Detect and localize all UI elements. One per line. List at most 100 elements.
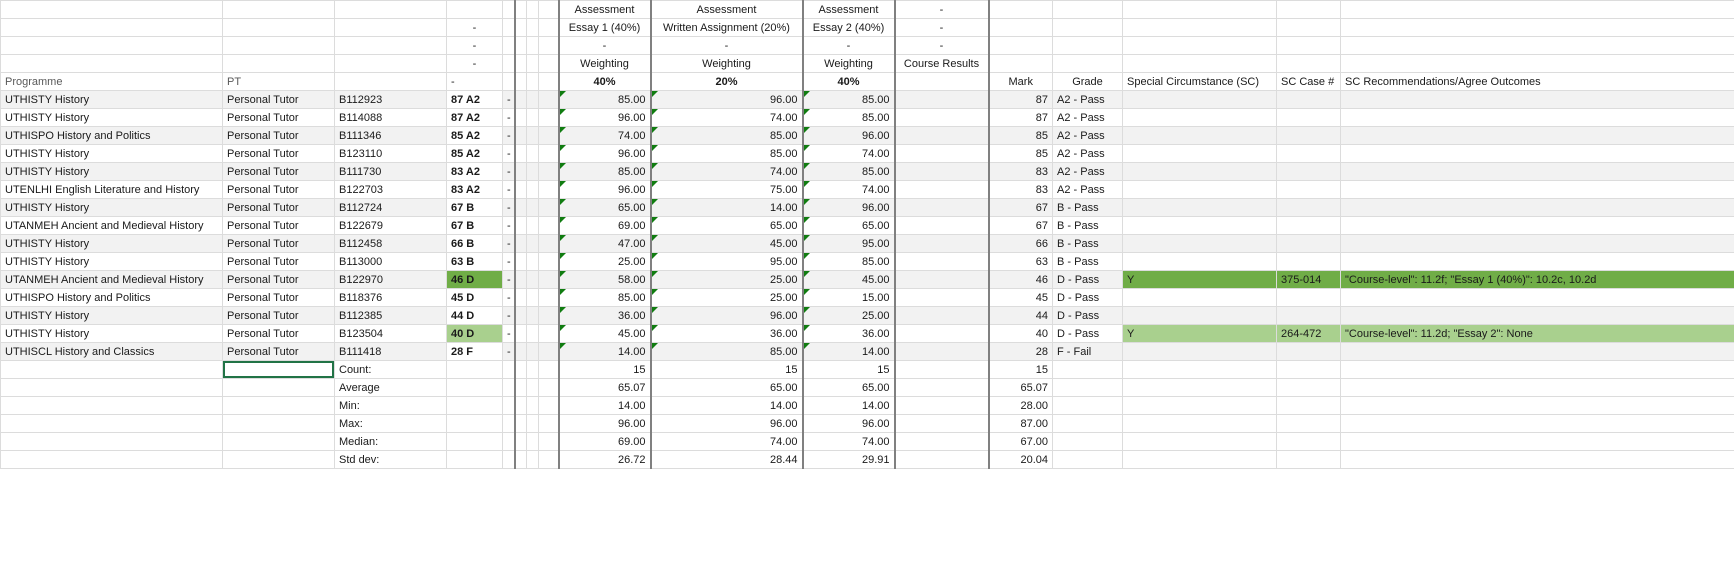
dash-cell[interactable]: - bbox=[503, 307, 515, 325]
sc-case-cell[interactable] bbox=[1277, 253, 1341, 271]
programme-cell[interactable]: UTHISTY History bbox=[1, 199, 223, 217]
cell[interactable] bbox=[1053, 37, 1123, 55]
sc-cell[interactable] bbox=[1123, 343, 1277, 361]
course-grade-cell[interactable]: A2 - Pass bbox=[1053, 109, 1123, 127]
stats-mark[interactable]: 15 bbox=[989, 361, 1053, 379]
cell[interactable] bbox=[1341, 19, 1734, 37]
programme-cell[interactable]: UTANMEH Ancient and Medieval History bbox=[1, 271, 223, 289]
sc-cell[interactable] bbox=[1123, 145, 1277, 163]
course-grade-cell[interactable]: F - Fail bbox=[1053, 343, 1123, 361]
course-grade-cell[interactable]: A2 - Pass bbox=[1053, 91, 1123, 109]
cell[interactable] bbox=[527, 451, 539, 469]
course-results-header[interactable]: - bbox=[895, 37, 989, 55]
cell[interactable] bbox=[515, 271, 527, 289]
pt-cell[interactable]: Personal Tutor bbox=[223, 325, 335, 343]
cell[interactable] bbox=[539, 397, 559, 415]
course-grade-cell[interactable]: A2 - Pass bbox=[1053, 127, 1123, 145]
cell[interactable] bbox=[447, 1, 503, 19]
overall-mark-cell[interactable]: 28 F bbox=[447, 343, 503, 361]
cell[interactable] bbox=[503, 361, 515, 379]
cell[interactable] bbox=[223, 37, 335, 55]
assessment-3-cell[interactable]: 96.00 bbox=[803, 199, 895, 217]
course-mark-cell[interactable]: 28 bbox=[989, 343, 1053, 361]
cell[interactable] bbox=[539, 379, 559, 397]
programme-cell[interactable]: UTHISTY History bbox=[1, 163, 223, 181]
cell[interactable] bbox=[223, 433, 335, 451]
cell[interactable] bbox=[503, 37, 515, 55]
cell[interactable] bbox=[1277, 19, 1341, 37]
cell[interactable] bbox=[1053, 19, 1123, 37]
cell[interactable] bbox=[895, 145, 989, 163]
dash-cell[interactable]: - bbox=[503, 343, 515, 361]
sc-rec-cell[interactable] bbox=[1341, 127, 1734, 145]
programme-cell[interactable]: UTHISTY History bbox=[1, 145, 223, 163]
cell[interactable] bbox=[1, 397, 223, 415]
assessment-1-cell[interactable]: 96.00 bbox=[559, 109, 651, 127]
course-mark-cell[interactable]: 45 bbox=[989, 289, 1053, 307]
course-mark-cell[interactable]: 87 bbox=[989, 109, 1053, 127]
stats-mark[interactable]: 20.04 bbox=[989, 451, 1053, 469]
dash-cell[interactable]: - bbox=[503, 163, 515, 181]
cell[interactable] bbox=[1341, 451, 1734, 469]
pt-cell[interactable]: Personal Tutor bbox=[223, 181, 335, 199]
cell[interactable] bbox=[1277, 397, 1341, 415]
cell[interactable] bbox=[989, 1, 1053, 19]
cell[interactable] bbox=[989, 55, 1053, 73]
sc-cell[interactable]: Y bbox=[1123, 271, 1277, 289]
overall-mark-cell[interactable]: 40 D bbox=[447, 325, 503, 343]
cell[interactable] bbox=[447, 397, 503, 415]
cell[interactable] bbox=[503, 55, 515, 73]
cell[interactable] bbox=[895, 109, 989, 127]
cell[interactable] bbox=[895, 163, 989, 181]
cell[interactable] bbox=[527, 379, 539, 397]
assessment-3-cell[interactable]: 15.00 bbox=[803, 289, 895, 307]
cell[interactable] bbox=[1277, 415, 1341, 433]
dash-cell[interactable]: - bbox=[503, 235, 515, 253]
dash-cell[interactable]: - bbox=[503, 91, 515, 109]
cell[interactable] bbox=[515, 343, 527, 361]
id-cell[interactable]: B122970 bbox=[335, 271, 447, 289]
cell[interactable] bbox=[447, 451, 503, 469]
overall-mark-cell[interactable]: 63 B bbox=[447, 253, 503, 271]
sc-rec-cell[interactable] bbox=[1341, 109, 1734, 127]
col-pt[interactable]: PT bbox=[223, 73, 335, 91]
assessment-2-header[interactable]: Assessment bbox=[651, 1, 803, 19]
cell[interactable] bbox=[895, 73, 989, 91]
sc-case-cell[interactable] bbox=[1277, 289, 1341, 307]
assessment-3-cell[interactable]: 25.00 bbox=[803, 307, 895, 325]
cell[interactable] bbox=[515, 379, 527, 397]
assessment-2-cell[interactable]: 96.00 bbox=[651, 91, 803, 109]
col-grade[interactable]: Grade bbox=[1053, 73, 1123, 91]
cell[interactable] bbox=[539, 181, 559, 199]
col-sc[interactable]: Special Circumstance (SC) bbox=[1123, 73, 1277, 91]
cell[interactable] bbox=[515, 91, 527, 109]
stats-a1[interactable]: 96.00 bbox=[559, 415, 651, 433]
overall-mark-cell[interactable]: 87 A2 bbox=[447, 91, 503, 109]
cell[interactable] bbox=[515, 1, 527, 19]
cell[interactable] bbox=[223, 451, 335, 469]
assessment-2-cell[interactable]: 14.00 bbox=[651, 199, 803, 217]
cell[interactable] bbox=[1053, 361, 1123, 379]
cell[interactable]: - bbox=[447, 37, 503, 55]
assessment-3-cell[interactable]: 85.00 bbox=[803, 253, 895, 271]
course-mark-cell[interactable]: 85 bbox=[989, 145, 1053, 163]
pt-cell[interactable]: Personal Tutor bbox=[223, 127, 335, 145]
overall-mark-cell[interactable]: 83 A2 bbox=[447, 163, 503, 181]
cell[interactable] bbox=[527, 361, 539, 379]
overall-mark-cell[interactable]: 46 D bbox=[447, 271, 503, 289]
cell[interactable] bbox=[527, 433, 539, 451]
cell[interactable] bbox=[515, 397, 527, 415]
sc-cell[interactable] bbox=[1123, 127, 1277, 145]
stats-a2[interactable]: 28.44 bbox=[651, 451, 803, 469]
cell[interactable] bbox=[503, 1, 515, 19]
id-cell[interactable]: B122679 bbox=[335, 217, 447, 235]
cell[interactable] bbox=[223, 19, 335, 37]
cell[interactable] bbox=[223, 1, 335, 19]
assessment-1-cell[interactable]: 25.00 bbox=[559, 253, 651, 271]
stats-label[interactable]: Min: bbox=[335, 397, 447, 415]
assessment-1-cell[interactable]: 36.00 bbox=[559, 307, 651, 325]
stats-a1[interactable]: 65.07 bbox=[559, 379, 651, 397]
pt-cell[interactable]: Personal Tutor bbox=[223, 199, 335, 217]
cell[interactable] bbox=[1277, 361, 1341, 379]
cell[interactable] bbox=[515, 109, 527, 127]
